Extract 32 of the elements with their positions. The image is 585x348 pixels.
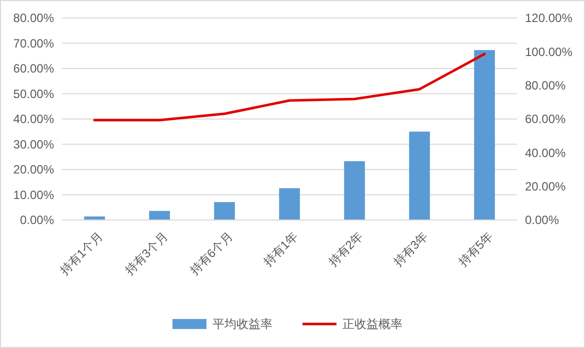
x-tick-label: 持有1个月	[57, 229, 106, 278]
bar	[409, 132, 430, 220]
y-tick-label: 60.00%	[13, 62, 54, 76]
y2-tick-label: 40.00%	[525, 146, 566, 160]
bar	[214, 202, 235, 220]
y2-tick-label: 0.00%	[525, 213, 560, 228]
y-tick-label: 40.00%	[13, 112, 54, 126]
y2-tick-label: 60.00%	[525, 112, 566, 126]
x-tick-label: 持有3个月	[122, 229, 171, 278]
y2-tick-label: 20.00%	[525, 180, 566, 194]
x-tick-label: 持有6个月	[187, 229, 236, 278]
bar	[474, 50, 495, 220]
y2-tick-label: 120.00%	[525, 11, 573, 26]
x-tick-label: 持有1年	[260, 229, 301, 270]
legend-label: 平均收益率	[212, 317, 272, 332]
y2-tick-label: 100.00%	[525, 44, 573, 59]
bar	[344, 161, 365, 220]
y-tick-label: 80.00%	[13, 11, 54, 26]
y-tick-label: 70.00%	[13, 36, 54, 50]
x-tick-label: 持有3年	[390, 229, 431, 270]
y-tick-label: 10.00%	[13, 188, 54, 202]
y2-tick-label: 80.00%	[525, 78, 566, 93]
bar	[149, 210, 170, 220]
x-tick-label: 持有2年	[326, 229, 366, 270]
y-tick-label: 50.00%	[13, 86, 54, 101]
y-tick-label: 0.00%	[20, 213, 54, 228]
line-series	[93, 52, 486, 122]
bar	[279, 188, 300, 220]
x-tick-label: 持有5年	[456, 229, 496, 270]
y-tick-label: 30.00%	[13, 137, 54, 152]
y-tick-label: 20.00%	[13, 162, 54, 177]
legend-label: 正收益概率	[342, 317, 402, 332]
